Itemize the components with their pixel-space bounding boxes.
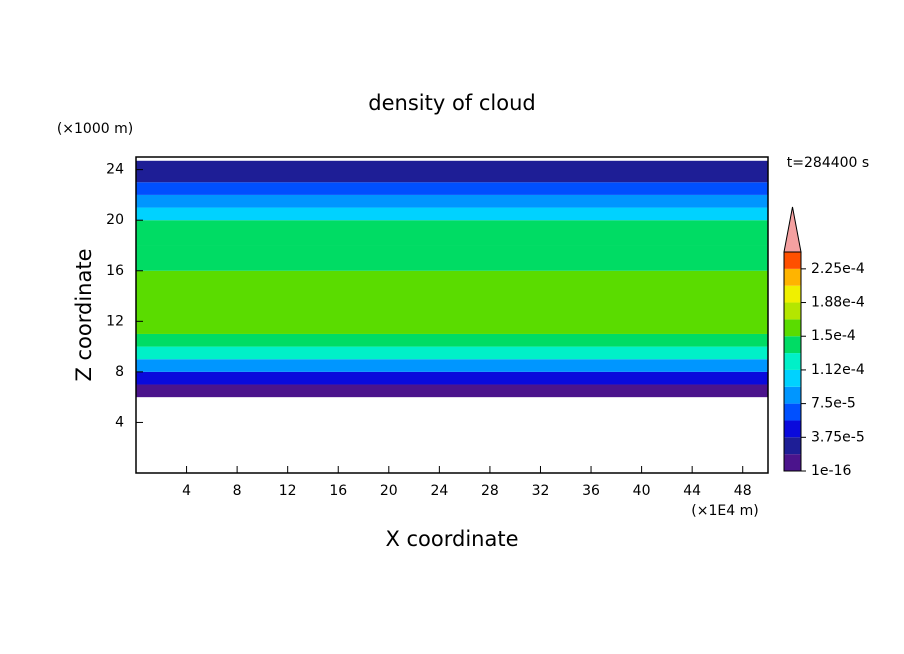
colorbar-band: [784, 369, 801, 387]
colorbar-band: [784, 403, 801, 421]
colorbar-band: [784, 454, 801, 471]
colorbar-band: [784, 386, 801, 404]
colorbar-tick-label: 1.88e-4: [811, 295, 865, 311]
x-tick-label: 24: [430, 483, 448, 499]
colorbar-band: [784, 353, 801, 370]
field-band: [136, 371, 768, 385]
y-tick-label: 24: [106, 162, 124, 178]
time-label: t=284400 s: [787, 155, 869, 171]
x-tick-label: 16: [329, 483, 347, 499]
y-tick-label: 20: [106, 212, 124, 228]
field-band: [136, 359, 768, 372]
colorbar-tick-label: 1e-16: [811, 463, 851, 479]
colorbar-tick-label: 1.12e-4: [811, 362, 865, 378]
colorbar-band: [784, 268, 801, 286]
x-tick-label: 44: [683, 483, 701, 499]
x-tick-label: 28: [481, 483, 499, 499]
plot-frame: [135, 156, 769, 474]
colorbar-tick-label: 3.75e-5: [811, 429, 865, 445]
field-band: [136, 182, 768, 195]
y-axis-title: Z coordinate: [72, 248, 96, 381]
colorbar-band: [784, 437, 801, 455]
colorbar-band: [784, 285, 801, 303]
x-tick-label: 8: [233, 483, 242, 499]
field-band: [136, 346, 768, 360]
colorbar-band: [784, 302, 801, 320]
field-band: [136, 245, 768, 271]
x-tick-label: 40: [633, 483, 651, 499]
field-band: [136, 333, 768, 347]
colorbar-band: [784, 336, 801, 354]
colorbar-tick-label: 7.5e-5: [811, 396, 856, 412]
colorbar-band: [784, 319, 801, 337]
x-tick-label: 32: [532, 483, 550, 499]
colorbar-band: [784, 420, 801, 438]
x-tick-label: 12: [279, 483, 297, 499]
colorbar-tick-label: 1.5e-4: [811, 328, 856, 344]
y-tick-label: 12: [106, 313, 124, 329]
x-tick-label: 48: [734, 483, 752, 499]
field-band: [136, 207, 768, 221]
x-tick-label: 36: [582, 483, 600, 499]
colorbar-tick-label: 2.25e-4: [811, 261, 865, 277]
y-tick-label: 8: [115, 364, 124, 380]
field-band: [136, 270, 768, 334]
x-tick-label: 4: [182, 483, 191, 499]
field-band: [136, 160, 768, 183]
x-tick-label: 20: [380, 483, 398, 499]
y-tick-label: 4: [115, 414, 124, 430]
chart-title: density of cloud: [368, 91, 535, 115]
y-unit: (×1000 m): [57, 121, 133, 137]
field-band: [136, 194, 768, 208]
colorbar-frame: [783, 251, 802, 472]
x-unit: (×1E4 m): [691, 503, 758, 519]
x-axis-title: X coordinate: [385, 527, 518, 551]
y-tick-label: 16: [106, 263, 124, 279]
field-band: [136, 220, 768, 246]
colorbar-extend: [783, 206, 802, 253]
field-band: [136, 384, 768, 398]
colorbar-band: [784, 252, 801, 269]
